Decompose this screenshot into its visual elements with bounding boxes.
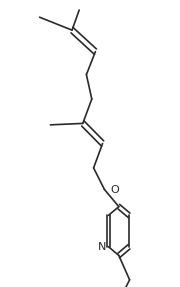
Text: O: O xyxy=(110,185,119,195)
Text: N: N xyxy=(98,242,106,252)
